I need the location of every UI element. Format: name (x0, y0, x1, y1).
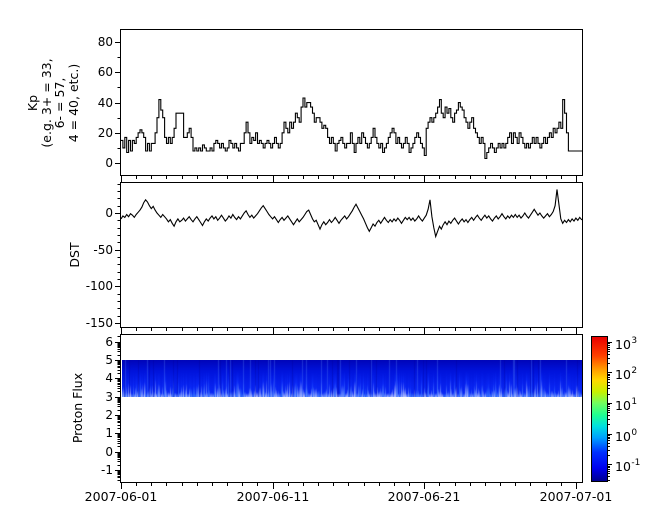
proton_flux-ytick-label: 6 (105, 335, 113, 349)
colorbar-gradient (592, 337, 607, 481)
kp-ytick-label: 0 (105, 156, 113, 170)
colorbar-tick-label: 10-1 (615, 458, 641, 475)
colorbar-tick-label: 100 (615, 428, 638, 445)
colorbar-tick-label: 101 (615, 397, 638, 414)
kp-ytick-label: 40 (97, 96, 113, 110)
kp-axis-label-line2: (e.g. 3+ = 33, (38, 58, 54, 148)
proton_flux-ytick-label: 1 (105, 426, 113, 440)
dst-ytick-label: 0 (105, 206, 113, 220)
kp-ytick-label: 60 (97, 65, 113, 79)
x-tick-label-jun11: 2007-06-11 (236, 489, 310, 504)
x-tick-label-jun01: 2007-06-01 (84, 489, 158, 504)
proton_flux-ytick-label: 3 (105, 390, 113, 404)
proton_flux-ytick-label: 2 (105, 408, 113, 422)
dst-ytick-label: -100 (85, 279, 113, 293)
kp-axis-label-line1: Kp (25, 94, 40, 112)
proton_flux-ytick-label: 4 (105, 371, 113, 385)
kp-ytick-label: 20 (97, 126, 113, 140)
x-tick-label-jul01: 2007-07-01 (539, 489, 613, 504)
colorbar-tick-label: 103 (615, 336, 638, 353)
kp-data-line (121, 97, 582, 160)
dst-ytick-label: -50 (93, 243, 113, 257)
proton_flux-ytick-label: -1 (101, 463, 113, 477)
colorbar-tick-label: 102 (615, 366, 638, 383)
proton-flux-heatmap (122, 360, 582, 397)
kp-ytick-label: 80 (97, 35, 113, 49)
proton_flux-ytick-label: 0 (105, 445, 113, 459)
kp-axis-label-line3: 6- = 57, (52, 77, 67, 129)
dst-data-line (121, 189, 582, 239)
dst-ytick-label: -150 (85, 316, 113, 330)
proton_flux-ytick-label: 5 (105, 353, 113, 367)
x-tick-label-jun21: 2007-06-21 (387, 489, 461, 504)
